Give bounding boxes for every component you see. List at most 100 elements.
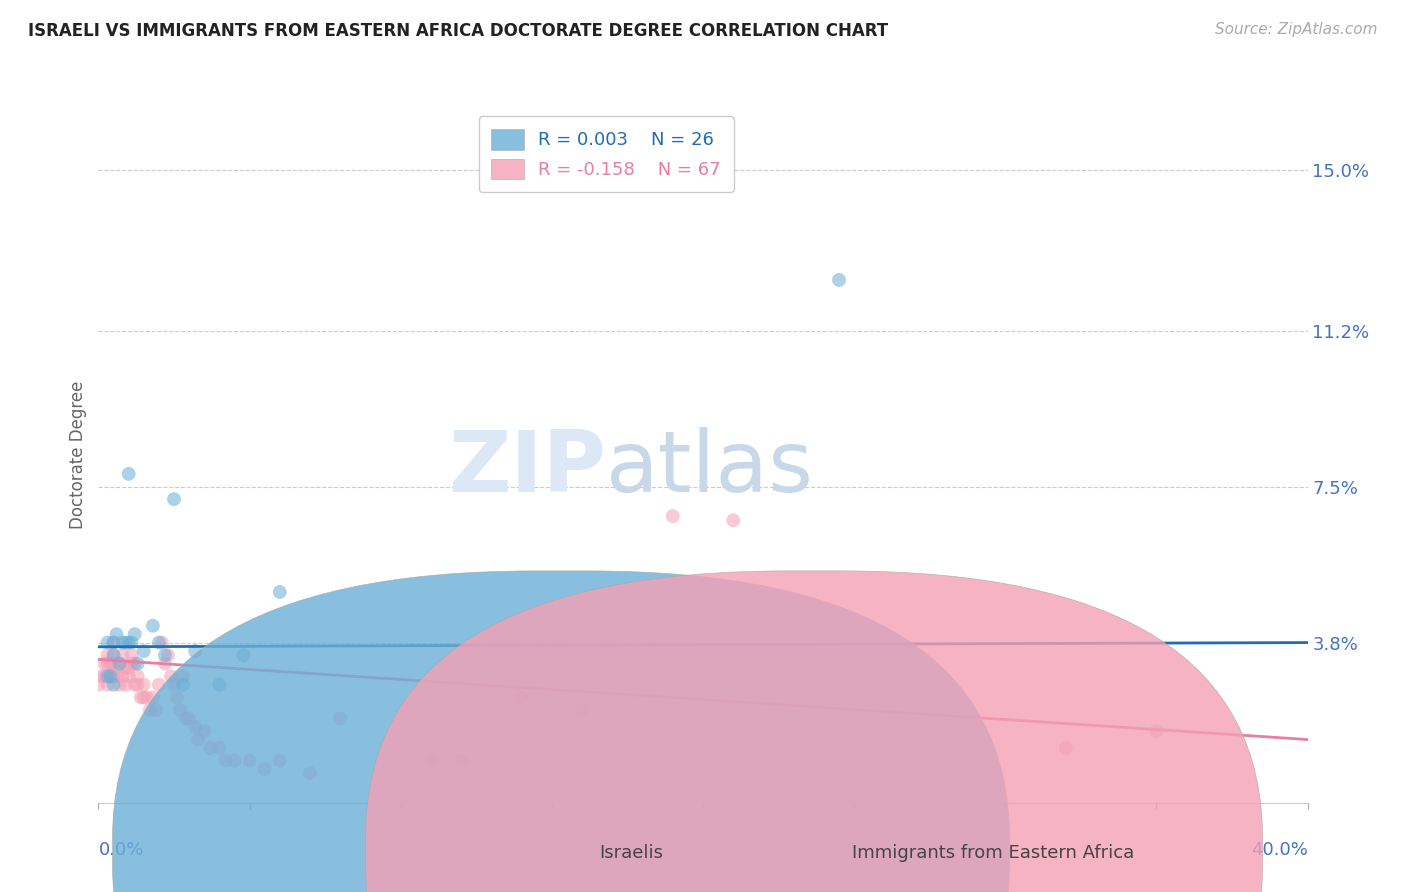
Point (103, 635, 125, 649)
Point (450, 754, 472, 768)
Point (111, 635, 134, 649)
Point (184, 644, 207, 658)
Point (224, 754, 246, 768)
Point (124, 657, 146, 671)
Point (160, 669, 183, 683)
Point (145, 703, 167, 717)
Point (208, 741, 231, 756)
Point (148, 635, 170, 649)
Point (124, 627, 146, 641)
Point (100, 657, 122, 671)
Point (269, 754, 291, 768)
Point (114, 635, 136, 649)
Point (132, 644, 155, 658)
Point (111, 669, 134, 683)
Point (103, 648, 125, 663)
Point (1054, 741, 1077, 756)
Point (571, 703, 593, 717)
Point (269, 585, 291, 599)
Point (96, 657, 118, 671)
Point (127, 657, 149, 671)
Point (108, 678, 131, 692)
Point (148, 678, 170, 692)
Point (108, 657, 131, 671)
Point (118, 669, 141, 683)
Point (87, 678, 110, 692)
Point (96, 635, 118, 649)
Point (174, 711, 197, 725)
Point (114, 678, 136, 692)
Text: Source: ZipAtlas.com: Source: ZipAtlas.com (1215, 22, 1378, 37)
Point (172, 678, 194, 692)
Point (828, 273, 851, 287)
Point (208, 678, 231, 692)
Point (142, 618, 165, 632)
Point (239, 754, 262, 768)
Point (661, 509, 683, 524)
Point (93, 669, 115, 683)
Point (103, 648, 125, 663)
Point (214, 754, 236, 768)
Point (111, 648, 134, 663)
Point (419, 754, 441, 768)
Point (105, 661, 128, 675)
Point (100, 669, 122, 683)
Point (329, 711, 352, 725)
Legend: R = 0.003    N = 26, R = -0.158    N = 67: R = 0.003 N = 26, R = -0.158 N = 67 (479, 116, 734, 192)
Point (103, 678, 125, 692)
Point (96, 648, 118, 663)
Point (1144, 724, 1167, 739)
Point (105, 669, 128, 683)
Point (153, 657, 176, 671)
Point (121, 657, 143, 671)
Point (132, 690, 155, 705)
Point (121, 648, 143, 663)
Text: 40.0%: 40.0% (1251, 841, 1308, 859)
Point (177, 711, 201, 725)
Point (253, 762, 276, 776)
Point (163, 678, 186, 692)
Point (132, 678, 155, 692)
Point (139, 703, 162, 717)
Point (166, 690, 188, 705)
Point (142, 690, 165, 705)
Point (156, 648, 179, 663)
Point (129, 690, 152, 705)
Point (103, 657, 125, 671)
Point (118, 635, 141, 649)
Text: atlas: atlas (606, 427, 814, 510)
Point (299, 766, 322, 780)
Y-axis label: Doctorate Degree: Doctorate Degree (69, 381, 87, 529)
Point (163, 492, 186, 507)
Point (96, 678, 118, 692)
Point (187, 732, 209, 747)
Point (93, 657, 115, 671)
Point (100, 669, 122, 683)
Point (118, 661, 141, 675)
Point (193, 724, 215, 739)
Text: 0.0%: 0.0% (98, 841, 143, 859)
Point (184, 720, 207, 734)
Point (127, 678, 149, 692)
Point (103, 669, 125, 683)
Text: ZIP: ZIP (449, 427, 606, 510)
Point (96, 669, 118, 683)
Point (169, 703, 191, 717)
Point (118, 467, 141, 481)
Text: ISRAELI VS IMMIGRANTS FROM EASTERN AFRICA DOCTORATE DEGREE CORRELATION CHART: ISRAELI VS IMMIGRANTS FROM EASTERN AFRIC… (28, 22, 889, 40)
Point (150, 635, 173, 649)
Point (105, 627, 128, 641)
Point (172, 669, 194, 683)
Point (127, 669, 149, 683)
Point (153, 648, 176, 663)
Point (114, 661, 136, 675)
Point (232, 648, 254, 663)
Point (121, 635, 143, 649)
Point (124, 678, 146, 692)
Point (200, 741, 222, 756)
Point (721, 513, 744, 527)
Point (103, 635, 125, 649)
Point (510, 690, 533, 705)
Point (90, 669, 112, 683)
Text: Immigrants from Eastern Africa: Immigrants from Eastern Africa (852, 844, 1135, 862)
